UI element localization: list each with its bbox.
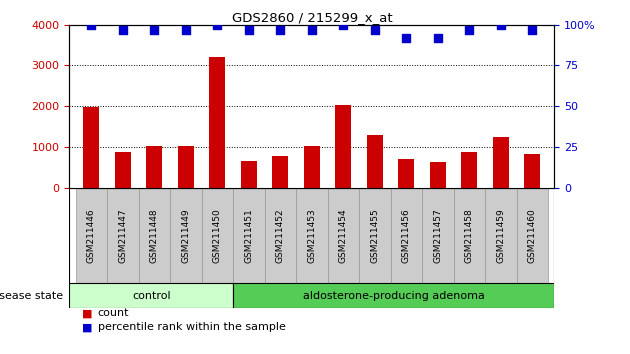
Bar [493,137,509,188]
Point [370,27,380,33]
FancyBboxPatch shape [265,188,296,283]
Text: GSM211453: GSM211453 [307,208,316,263]
FancyBboxPatch shape [233,188,265,283]
Text: GSM211447: GSM211447 [118,208,127,263]
Point [212,22,222,28]
FancyBboxPatch shape [139,188,170,283]
Bar [178,146,194,188]
FancyBboxPatch shape [391,188,422,283]
FancyBboxPatch shape [170,188,202,283]
Point [118,27,128,33]
FancyBboxPatch shape [202,188,233,283]
Bar [399,159,415,188]
Point [275,27,285,33]
Bar [367,135,383,188]
Point [86,22,96,28]
Bar [115,152,131,188]
Text: count: count [98,308,129,318]
Point [149,27,159,33]
Title: GDS2860 / 215299_x_at: GDS2860 / 215299_x_at [232,11,392,24]
Text: GSM211449: GSM211449 [181,208,190,263]
Text: GSM211446: GSM211446 [87,208,96,263]
Text: ■: ■ [82,322,93,332]
Bar [461,152,478,188]
Text: GSM211448: GSM211448 [150,208,159,263]
FancyBboxPatch shape [233,283,554,308]
Text: GSM211454: GSM211454 [339,208,348,263]
Point [527,27,537,33]
Text: GSM211452: GSM211452 [276,208,285,263]
Text: GSM211460: GSM211460 [528,208,537,263]
Text: aldosterone-producing adenoma: aldosterone-producing adenoma [303,291,484,301]
Bar [241,161,257,188]
FancyBboxPatch shape [328,188,359,283]
Point [338,22,348,28]
Text: disease state: disease state [0,291,63,301]
Text: ■: ■ [82,308,93,318]
Text: GSM211457: GSM211457 [433,208,442,263]
FancyBboxPatch shape [454,188,485,283]
Point [307,27,317,33]
Text: GSM211458: GSM211458 [465,208,474,263]
FancyBboxPatch shape [359,188,391,283]
Bar [336,105,352,188]
Point [181,27,191,33]
Bar [146,146,163,188]
Bar [524,154,541,188]
Bar [304,146,320,188]
FancyBboxPatch shape [296,188,328,283]
FancyBboxPatch shape [422,188,454,283]
FancyBboxPatch shape [485,188,517,283]
Text: GSM211450: GSM211450 [213,208,222,263]
Bar [209,57,226,188]
Text: percentile rank within the sample: percentile rank within the sample [98,322,285,332]
FancyBboxPatch shape [69,283,233,308]
Point [244,27,254,33]
FancyBboxPatch shape [517,188,548,283]
FancyBboxPatch shape [107,188,139,283]
Text: control: control [132,291,171,301]
Bar [273,156,289,188]
Point [433,35,443,41]
Point [464,27,474,33]
Point [496,22,506,28]
Bar [430,162,446,188]
Text: GSM211455: GSM211455 [370,208,379,263]
FancyBboxPatch shape [76,188,107,283]
Bar [83,107,100,188]
Point [401,35,411,41]
Text: GSM211456: GSM211456 [402,208,411,263]
Text: GSM211459: GSM211459 [496,208,505,263]
Text: GSM211451: GSM211451 [244,208,253,263]
